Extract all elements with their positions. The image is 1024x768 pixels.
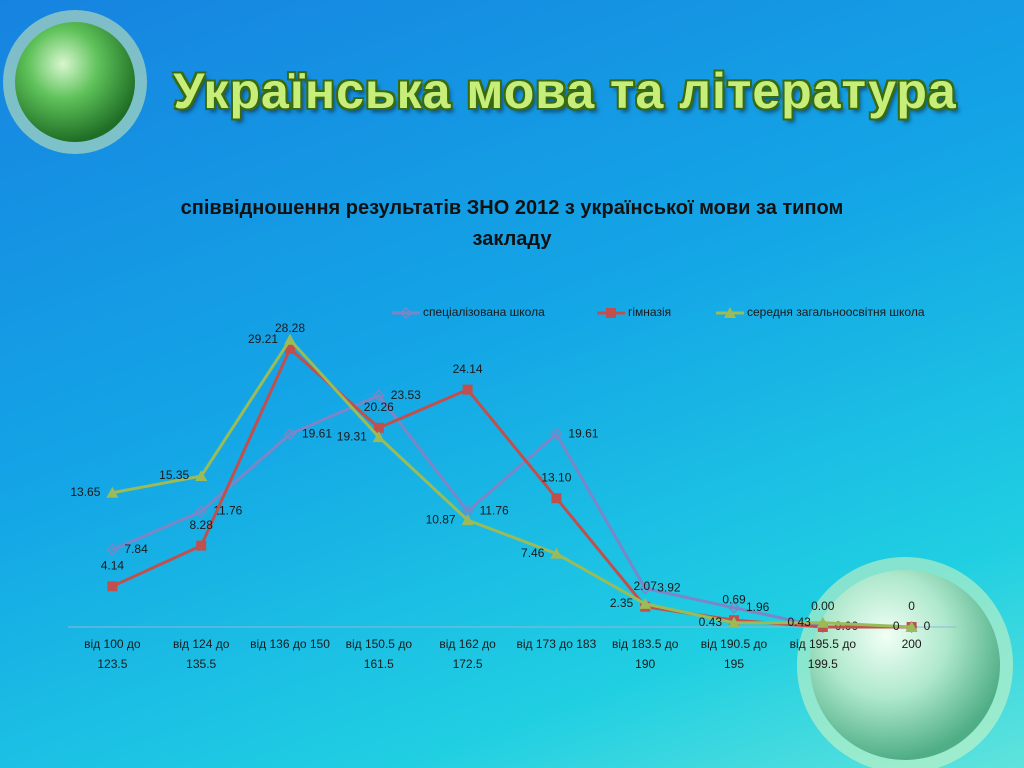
data-label: 20.26	[364, 400, 394, 414]
x-tick-label: від 195.5 до 199.5	[789, 637, 856, 671]
data-label: 3.92	[657, 581, 681, 595]
x-tick-label: від 100 до 123.5	[84, 637, 141, 671]
data-label: 11.76	[480, 504, 509, 518]
x-tick-label: від 150.5 до 161.5	[345, 637, 412, 671]
marker	[372, 389, 385, 402]
series-line	[112, 338, 912, 629]
marker	[106, 543, 119, 556]
data-label: 19.31	[337, 429, 367, 443]
data-label: 2.35	[610, 596, 634, 610]
data-label: 0.43	[699, 615, 723, 629]
data-label: 7.84	[124, 542, 148, 556]
x-tick-label: від 136 до 150	[250, 637, 330, 651]
marker	[195, 505, 208, 518]
globe	[15, 22, 135, 142]
marker	[196, 540, 207, 551]
marker	[639, 582, 652, 595]
data-label: 13.10	[541, 470, 571, 484]
data-label: 7.46	[521, 546, 545, 560]
data-label: 0	[908, 599, 915, 613]
data-label: 0	[893, 619, 900, 633]
marker	[284, 333, 296, 345]
marker	[905, 621, 918, 632]
marker	[550, 547, 563, 559]
legend-marker	[606, 308, 616, 318]
legend-label: спеціалізована школа	[423, 305, 545, 319]
marker	[550, 428, 563, 441]
marker	[728, 616, 740, 628]
data-label: 0.69	[722, 592, 746, 606]
marker	[106, 486, 119, 498]
x-tick-label: від 124 до 135.5	[172, 637, 230, 671]
legend-marker	[724, 307, 736, 318]
legend-marker	[399, 306, 413, 320]
series-line	[111, 394, 912, 629]
data-label: 10.87	[426, 512, 456, 526]
x-tick-label: від 183.5 до 190	[611, 637, 679, 671]
series-line	[111, 347, 912, 629]
x-tick-label: 200	[901, 637, 922, 651]
marker	[107, 581, 118, 592]
data-label: 24.14	[453, 362, 483, 376]
data-label: 19.61	[568, 426, 598, 440]
marker	[639, 597, 652, 609]
marker	[373, 422, 384, 433]
globe	[810, 570, 1000, 760]
marker	[816, 616, 829, 628]
legend-label: гімназія	[628, 305, 671, 319]
marker	[462, 384, 473, 395]
marker	[551, 493, 562, 504]
legend-label: середня загальноосвітня школа	[747, 305, 925, 319]
data-label: 0	[924, 619, 931, 633]
marker	[372, 431, 385, 443]
data-label: 2.07	[634, 579, 658, 593]
x-tick-label: від 173 до 183	[516, 637, 597, 651]
marker	[195, 470, 208, 482]
marker	[461, 514, 474, 526]
x-tick-label: від 162 до 172.5	[439, 637, 496, 671]
data-label: 29.21	[248, 332, 278, 346]
data-label: 8.28	[190, 518, 214, 532]
data-label: 4.14	[101, 558, 125, 572]
marker	[285, 343, 295, 354]
data-label: 23.53	[391, 388, 421, 402]
data-label: 28.28	[275, 321, 305, 335]
data-label: 0.43	[787, 615, 811, 629]
data-label: 11.76	[213, 504, 242, 518]
data-label: 15.35	[159, 468, 189, 482]
data-label: 1.96	[746, 600, 770, 614]
data-label: 19.61	[302, 426, 332, 440]
x-tick-label: від 190.5 до 195	[700, 637, 768, 671]
slide-title: Українська мова та література	[173, 63, 957, 119]
chart-title: співвідношення результатів ЗНО 2012 з ук…	[180, 197, 844, 250]
data-label: 13.65	[70, 485, 100, 499]
marker	[727, 601, 741, 614]
marker	[283, 428, 297, 441]
data-label: 0.00	[811, 599, 835, 613]
